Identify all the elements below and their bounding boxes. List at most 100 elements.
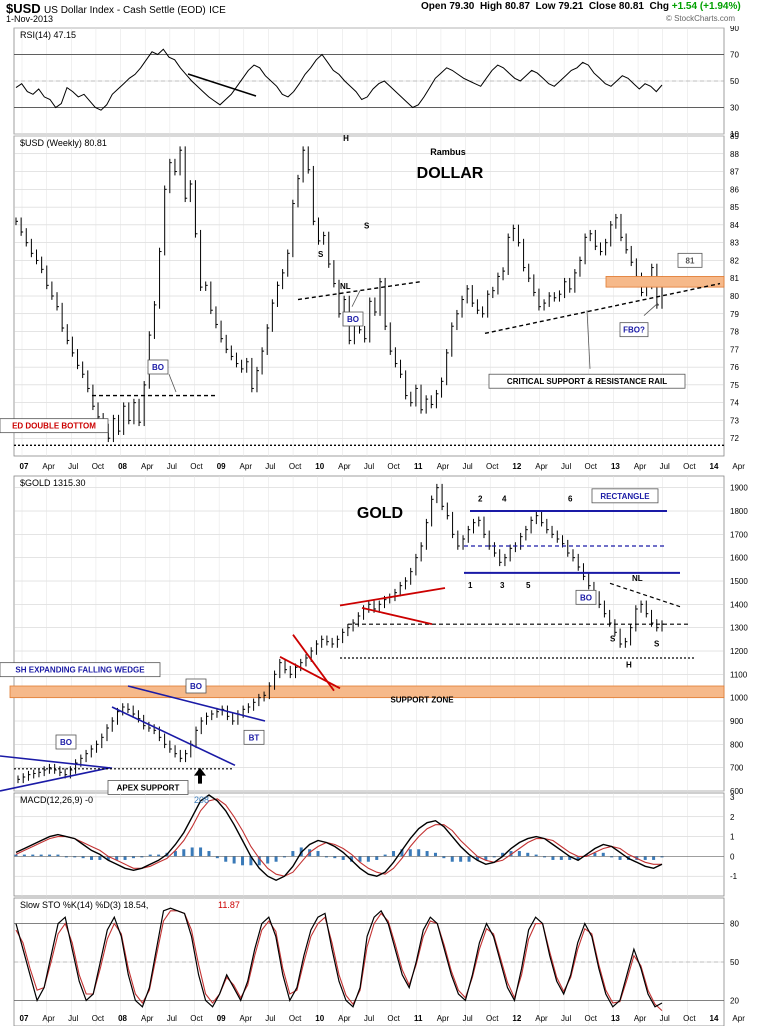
macd-histogram-bar [568,856,572,860]
macd-histogram-bar [324,856,328,858]
usd-title: $USD (Weekly) 80.81 [20,138,107,148]
sto-k-line [15,907,663,1008]
macd-histogram-bar [274,856,278,862]
y-tick-label-gold: 1000 [730,694,748,703]
gold-apex-label: APEX SUPPORT [117,784,180,793]
y-tick-label-gold: 1800 [730,507,748,516]
usd-fbo-label-box [619,322,649,338]
macd-histogram-bar [173,851,177,857]
y-tick-label-usd: 84 [730,221,739,230]
sto-title: Slow STO %K(14) %D(3) 18.54, [20,900,148,910]
macd-histogram-bar [148,854,152,857]
y-tick-label-gold: 1400 [730,600,748,609]
gold-red-trend-4 [279,656,341,690]
high-label: High [479,1,503,12]
x-tick-label-usd: Apr [437,462,450,471]
macd-histogram-bar [73,856,77,858]
x-tick-label-sto: Oct [486,1014,499,1023]
x-tick-label-usd: 12 [512,462,521,471]
x-tick-label-sto: 14 [710,1014,719,1023]
x-tick-label-sto: Jul [561,1014,571,1023]
y-tick-label-usd: 78 [730,328,739,337]
macd-histogram-bar [266,856,270,864]
sto-title-value: 11.87 [218,900,240,910]
x-tick-label-sto: Jul [660,1014,670,1023]
x-tick-label-usd: Apr [240,462,253,471]
x-tick-label-usd: Jul [660,462,670,471]
macd-histogram-bar [282,856,286,858]
macd-histogram-bar [433,852,437,857]
usd-critical-rail [484,282,721,335]
macd-histogram-bar [584,854,588,857]
y-tick-label-usd: 86 [730,185,739,194]
x-tick-label-usd: Jul [462,462,472,471]
usd-bo-label-2: BO [347,315,359,324]
macd-histogram-bar [106,856,110,860]
x-tick-label-usd: 11 [414,462,423,471]
x-tick-label-usd: Apr [338,462,351,471]
macd-histogram-bar [157,854,161,857]
usd-81-label: 81 [686,256,695,265]
x-tick-label-usd: 09 [217,462,226,471]
macd-histogram-bar [358,856,362,862]
x-tick-label-usd: Oct [190,462,203,471]
low-value: 79.21 [558,1,584,12]
gold-point-2: 2 [478,495,483,504]
y-tick-label-macd: -1 [730,872,738,881]
y-tick-label-sto: 20 [730,996,739,1005]
gold-point-4: 4 [502,495,507,504]
low-label: Low [535,1,556,12]
usd-bo-label-2-box [342,311,364,327]
y-tick-label-usd: 88 [730,150,739,159]
macd-histogram-bar [475,856,479,860]
x-tick-label-usd: Jul [561,462,571,471]
macd-histogram-bar [383,854,387,857]
x-tick-label-usd: 14 [710,462,719,471]
gold-support-zone-label: SUPPORT ZONE [390,695,454,704]
y-tick-label-gold: 1900 [730,484,748,493]
macd-histogram-bar [81,856,85,859]
x-tick-label-sto: Jul [167,1014,177,1023]
usd-fbo-pointer [643,302,659,316]
x-tick-label-usd: Oct [683,462,696,471]
gold-rectangle-label: RECTANGLE [600,492,650,501]
y-tick-label-usd: 79 [730,310,739,319]
x-tick-label-usd: Apr [141,462,154,471]
x-tick-label-usd: Oct [486,462,499,471]
gold-panel-label: GOLD [357,505,403,522]
macd-histogram-bar [652,856,656,860]
macd-histogram-bar [501,852,505,857]
x-tick-label-sto: 11 [414,1014,423,1023]
gold-support-zone [9,685,725,699]
y-tick-label-usd: 72 [730,434,739,443]
chg-label: Chg [649,1,669,12]
y-tick-label-macd: 0 [730,852,735,861]
gold-bt-label: BT [249,733,260,742]
usd-s-right-label: S [364,221,370,230]
y-tick-label-usd: 85 [730,203,739,212]
macd-histogram-bar [610,856,614,858]
macd-histogram-bar [467,856,471,862]
macd-histogram-bar [232,856,236,864]
symbol: $USD [6,1,41,16]
macd-histogram-bar [492,856,496,858]
x-tick-label-sto: Apr [535,1014,548,1023]
macd-histogram-bar [207,851,211,857]
macd-histogram-bar [48,854,52,857]
x-tick-label-sto: Apr [338,1014,351,1023]
gold-apex-top [0,766,111,792]
gold-apex-label-box [107,780,189,795]
x-tick-label-sto: 07 [20,1014,29,1023]
y-tick-label-usd: 76 [730,363,739,372]
macd-histogram-bar [140,856,144,858]
gold-red-trend-1 [339,587,446,607]
y-tick-label-gold: 1300 [730,624,748,633]
gold-wedge-label-box [0,662,161,678]
macd-histogram-bar [576,856,580,860]
chart-header: $USD US Dollar Index - Cash Settle (EOD)… [0,0,765,26]
macd-histogram-bar [341,856,345,860]
macd-histogram-bar [425,851,429,857]
y-tick-label-usd: 74 [730,399,739,408]
usd-h-label: H [343,134,349,143]
